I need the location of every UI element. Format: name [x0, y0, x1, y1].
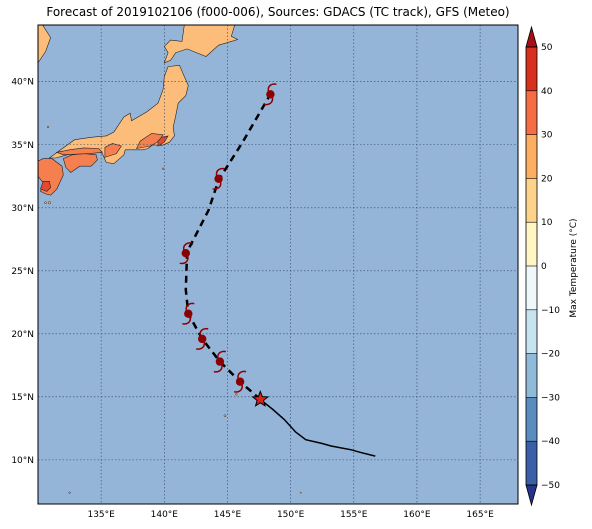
graticule — [38, 25, 518, 504]
lat-tick-label: 25°N — [11, 267, 34, 277]
island-oki — [47, 126, 50, 129]
island-tanegashima — [47, 201, 51, 205]
storm-symbol-arm-lower — [212, 181, 222, 190]
lon-tick-label: 145°E — [214, 510, 242, 520]
colorbar-extend-min — [525, 484, 538, 507]
land-layer — [31, 25, 302, 494]
colorbar-segment — [526, 178, 537, 223]
colorbar-tick-label: −50 — [541, 481, 560, 491]
island-hachijo — [162, 167, 165, 170]
storm-symbol — [212, 167, 225, 190]
lon-tick-label: 150°E — [277, 510, 305, 520]
storm-symbol — [179, 242, 192, 265]
storm-symbol-arm-lower — [182, 316, 192, 325]
storm-symbol — [233, 370, 247, 393]
storm-symbol-core — [198, 334, 207, 344]
colorbar-segment — [526, 222, 537, 266]
map-area: 135°E 140°E 145°E 150°E 155°E 160°E 165°E 10°N 1… — [11, 24, 519, 520]
lon-tick-label: 155°E — [340, 510, 368, 520]
ocean — [38, 25, 518, 504]
storm-symbol — [182, 302, 195, 325]
lat-tick-label: 35°N — [11, 141, 34, 151]
lat-tick-label: 20°N — [11, 330, 34, 340]
storm-symbol-core — [215, 357, 225, 366]
colorbar: −50 −40 −30 −20 −10 0 10 20 30 40 50 — [525, 25, 560, 507]
colorbar-tick-label: −20 — [541, 350, 560, 360]
colorbar-tick-label: 50 — [541, 43, 553, 53]
map-frame — [37, 24, 519, 505]
storm-symbol-arm-lower — [196, 341, 206, 350]
colorbar-segment — [526, 441, 537, 485]
island-yakushima — [44, 201, 47, 204]
land-kyushu-south — [40, 181, 51, 192]
storm-symbol-arm-upper — [217, 350, 227, 359]
land-kinki — [104, 143, 122, 158]
storm-symbol-arm-upper — [182, 242, 192, 251]
lat-tick-label: 30°N — [11, 204, 34, 214]
lat-tick-label: 40°N — [11, 78, 34, 88]
storm-symbol-core — [266, 90, 275, 99]
colorbar-tick-label: −30 — [541, 393, 560, 403]
colorbar-tick-label: 0 — [541, 262, 547, 272]
storm-symbol-core — [214, 174, 223, 183]
map-title: Forecast of 2019102106 (f000-006), Sourc… — [46, 5, 510, 19]
colorbar-tick-label: 10 — [541, 218, 553, 228]
storm-symbol-core — [184, 309, 193, 318]
storm-symbol-arm-lower — [233, 384, 243, 393]
colorbar-segment — [526, 397, 537, 442]
colorbar-segment — [526, 266, 537, 310]
colorbar-segment — [526, 309, 537, 354]
storm-symbol-core — [181, 249, 190, 258]
colorbar-tick-label: −40 — [541, 437, 560, 447]
storm-symbol — [196, 327, 209, 350]
storm-symbol-arm-upper — [237, 370, 247, 379]
lon-tick-label: 165°E — [466, 510, 494, 520]
colorbar-segment — [526, 90, 537, 135]
observed-track — [259, 398, 376, 457]
lon-tick-label: 135°E — [87, 510, 115, 520]
current-position-marker — [251, 390, 270, 407]
storm-symbol-arm-upper — [185, 302, 195, 311]
storm-symbol-arm-upper — [267, 83, 277, 92]
storm-symbol — [213, 350, 227, 373]
land-boso — [157, 135, 169, 147]
colorbar-segment — [526, 47, 537, 91]
storm-symbol-arm-lower — [213, 364, 223, 373]
colorbar-segment — [526, 134, 537, 179]
island-saipan — [235, 393, 238, 396]
lon-tick-label: 140°E — [151, 510, 179, 520]
colorbar-extend-max — [525, 25, 538, 48]
storm-symbol-core — [235, 377, 245, 386]
colorbar-tick-label: 40 — [541, 87, 553, 97]
forecast-track — [184, 93, 272, 401]
lat-tick-label: 15°N — [11, 393, 34, 403]
lat-tick-label: 10°N — [11, 456, 34, 466]
island-guam — [223, 414, 227, 418]
storm-symbol-arm-upper — [215, 167, 225, 176]
land-setouchi — [55, 147, 104, 156]
lon-tick-label: 160°E — [403, 510, 431, 520]
island-tsushima — [31, 153, 34, 156]
storm-symbol-arm-upper — [199, 327, 209, 337]
storm-symbol-arm-lower — [179, 256, 189, 265]
island-chuuk — [299, 491, 302, 494]
colorbar-tick-label: 20 — [541, 174, 553, 184]
land-korea — [38, 25, 51, 64]
storm-symbol — [264, 83, 277, 106]
land-hokkaido — [163, 25, 239, 64]
colorbar-label: Max Temperature (°C) — [569, 218, 579, 317]
colorbar-tick-label: 30 — [541, 131, 553, 141]
island-palau — [68, 491, 71, 494]
colorbar-tick-label: −10 — [541, 306, 560, 316]
colorbar-segment — [526, 353, 537, 398]
storm-symbol-arm-lower — [264, 97, 274, 106]
